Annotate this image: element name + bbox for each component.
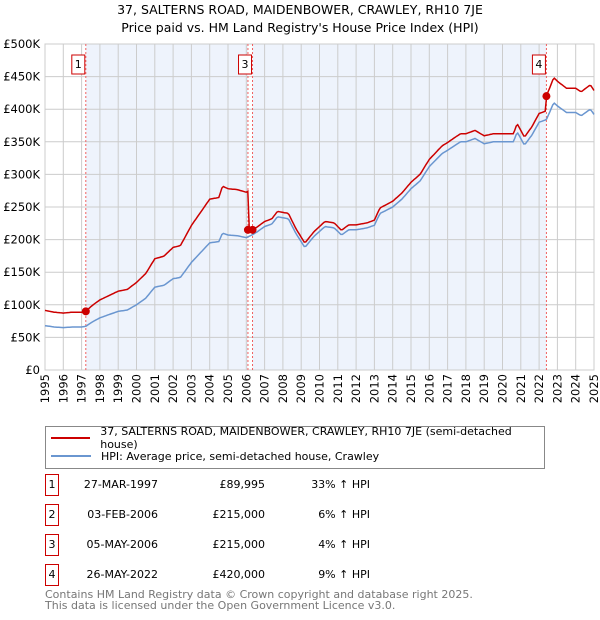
sale-hpi-delta: 4% ↑ HPI xyxy=(318,538,370,551)
x-tick-label: 2025 xyxy=(587,374,600,403)
sale-price: £215,000 xyxy=(212,508,266,521)
legend-item-property: 37, SALTERNS ROAD, MAIDENBOWER, CRAWLEY,… xyxy=(51,425,544,451)
property-line xyxy=(44,77,595,314)
x-tick-label: 1999 xyxy=(111,374,125,403)
x-tick-label: 2010 xyxy=(313,374,327,403)
chart-title: 37, SALTERNS ROAD, MAIDENBOWER, CRAWLEY,… xyxy=(117,2,483,17)
sale-price: £215,000 xyxy=(212,538,266,551)
x-tick-label: 2019 xyxy=(477,374,491,403)
sale-marker-box xyxy=(238,54,253,75)
x-tick-label: 2017 xyxy=(441,374,455,403)
footer-licence: This data is licensed under the Open Gov… xyxy=(45,599,396,612)
x-tick-label: 1998 xyxy=(93,374,107,403)
sale-marker-label: 4 xyxy=(535,58,542,71)
sale-date: 26-MAY-2022 xyxy=(86,568,158,581)
sale-number: 4 xyxy=(45,564,59,586)
sale-row: 3 05-MAY-2006 £215,000 4% ↑ HPI xyxy=(45,534,445,556)
x-tick-label: 2014 xyxy=(386,374,400,403)
sale-row: 4 26-MAY-2022 £420,000 9% ↑ HPI xyxy=(45,564,445,586)
x-tick-label: 2023 xyxy=(550,374,564,403)
y-tick-label: £50K xyxy=(11,330,41,344)
x-tick-label: 2007 xyxy=(258,374,272,403)
price-chart: 1995 1996 1997 1998 1999 2000 2001 2002 2003 2004… xyxy=(3,37,600,403)
x-tick-label: 2021 xyxy=(514,374,528,403)
x-tick-label: 2013 xyxy=(367,374,381,403)
sale-point xyxy=(248,225,257,234)
x-tick-label: 2008 xyxy=(276,374,290,403)
x-tick-label: 2015 xyxy=(404,374,418,403)
sale-point xyxy=(81,307,90,316)
sale-hpi-delta: 33% ↑ HPI xyxy=(311,478,370,491)
x-tick-label: 1995 xyxy=(38,374,52,403)
sale-row: 2 03-FEB-2006 £215,000 6% ↑ HPI xyxy=(45,504,445,526)
y-tick-label: £250K xyxy=(3,200,40,214)
sale-point xyxy=(542,92,551,101)
legend-label-hpi: HPI: Average price, semi-detached house,… xyxy=(101,449,380,463)
y-tick-label: £350K xyxy=(3,135,40,149)
x-tick-label: 2020 xyxy=(496,374,510,403)
y-tick-label: £150K xyxy=(3,265,40,279)
sale-row: 1 27-MAR-1997 £89,995 33% ↑ HPI xyxy=(45,474,445,496)
legend-item-hpi: HPI: Average price, semi-detached house,… xyxy=(51,448,379,464)
sale-marker-box xyxy=(71,54,86,75)
sale-number: 3 xyxy=(45,534,59,556)
x-tick-label: 2011 xyxy=(331,374,345,403)
x-tick-label: 2012 xyxy=(349,374,363,403)
sale-date: 03-FEB-2006 xyxy=(87,508,158,521)
sale-hpi-delta: 6% ↑ HPI xyxy=(318,508,370,521)
y-tick-label: £0 xyxy=(25,363,40,377)
x-tick-label: 2016 xyxy=(422,374,436,403)
sale-date: 27-MAR-1997 xyxy=(83,478,158,491)
y-tick-label: £400K xyxy=(3,102,40,116)
x-tick-label: 2018 xyxy=(459,374,473,403)
sale-date: 05-MAY-2006 xyxy=(86,538,158,551)
y-tick-label: £300K xyxy=(3,167,40,181)
x-tick-label: 2004 xyxy=(203,374,217,403)
sale-price: £89,995 xyxy=(219,478,266,491)
y-tick-label: £100K xyxy=(3,298,40,312)
x-tick-label: 1996 xyxy=(56,374,70,403)
sale-hpi-delta: 9% ↑ HPI xyxy=(318,568,370,581)
x-tick-label: 2006 xyxy=(239,374,253,403)
sale-marker-box xyxy=(531,54,546,75)
x-tick-label: 2000 xyxy=(130,374,144,403)
legend: 37, SALTERNS ROAD, MAIDENBOWER, CRAWLEY,… xyxy=(45,425,545,469)
x-tick-label: 2003 xyxy=(184,374,198,403)
footer-copyright: Contains HM Land Registry data © Crown c… xyxy=(45,588,473,601)
hpi-line xyxy=(44,102,595,329)
x-tick-label: 2002 xyxy=(166,374,180,403)
x-tick-label: 2022 xyxy=(532,374,546,403)
sale-price: £420,000 xyxy=(212,568,266,581)
sale-marker-label: 1 xyxy=(75,58,82,71)
legend-swatch-hpi xyxy=(51,455,91,457)
x-tick-label: 2009 xyxy=(294,374,308,403)
sale-number: 2 xyxy=(45,504,59,526)
y-tick-label: £500K xyxy=(3,37,40,51)
legend-label-property: 37, SALTERNS ROAD, MAIDENBOWER, CRAWLEY,… xyxy=(100,425,512,451)
legend-swatch-property xyxy=(51,437,91,439)
y-tick-label: £450K xyxy=(3,70,40,84)
y-tick-label: £200K xyxy=(3,233,40,247)
x-tick-label: 2024 xyxy=(569,374,583,403)
chart-subtitle: Price paid vs. HM Land Registry's House … xyxy=(121,20,479,35)
plot-border xyxy=(44,43,595,371)
x-tick-label: 2005 xyxy=(221,374,235,403)
sale-marker-label: 3 xyxy=(242,58,249,71)
x-tick-label: 1997 xyxy=(75,374,89,403)
x-tick-label: 2001 xyxy=(148,374,162,403)
sale-number: 1 xyxy=(45,474,59,496)
